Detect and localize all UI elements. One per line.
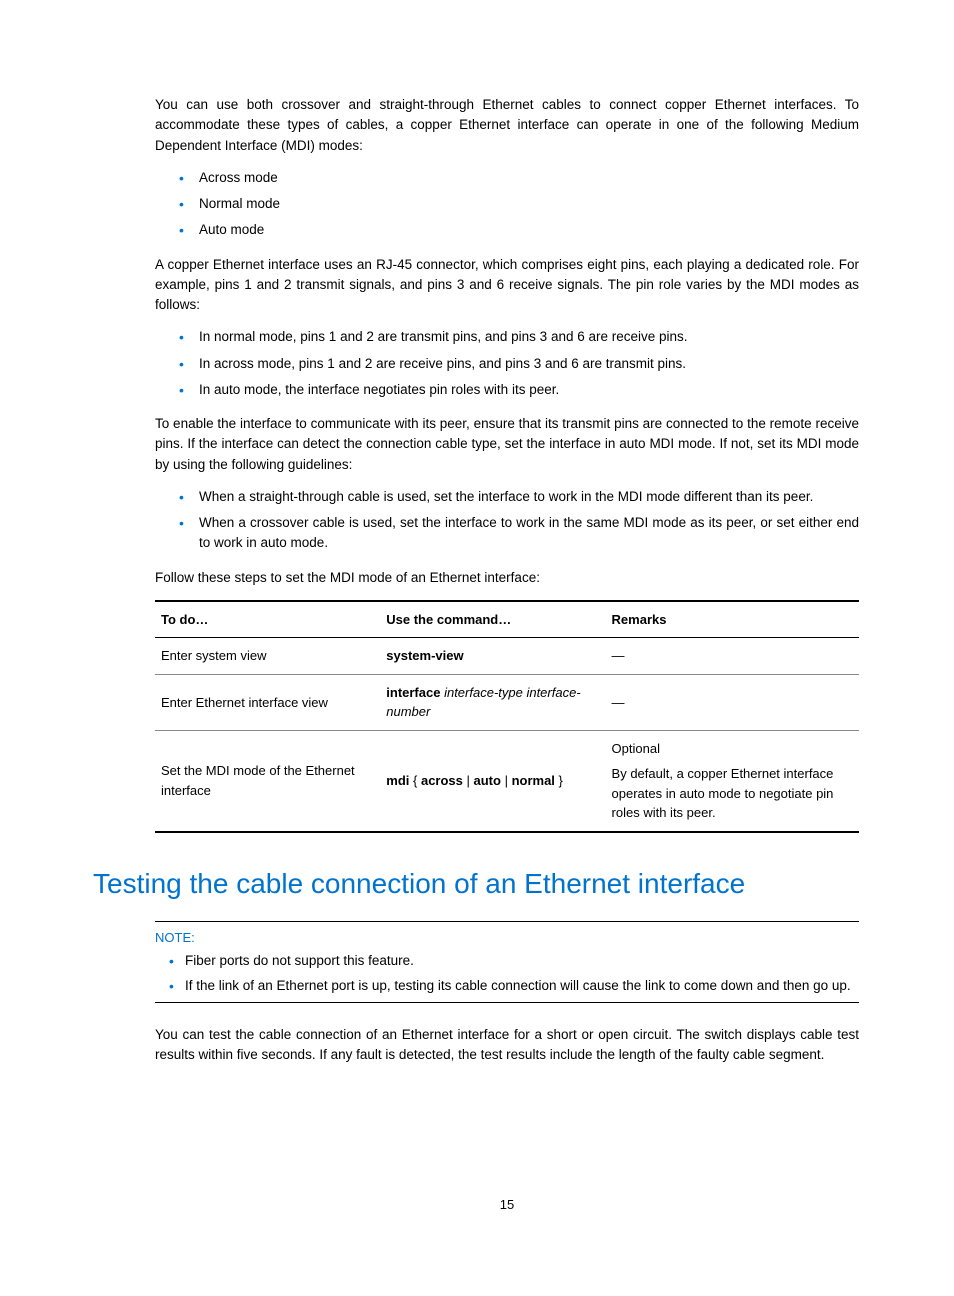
list-item: Auto mode [185,220,859,240]
table-cell: mdi { across | auto | normal } [380,730,605,832]
command-bold: across [421,773,463,788]
table-row: Enter system view system-view — [155,638,859,675]
list-item: Fiber ports do not support this feature. [175,951,859,971]
mdi-modes-list: Across mode Normal mode Auto mode [155,168,859,241]
steps-paragraph: Follow these steps to set the MDI mode o… [155,568,859,588]
command-bold: interface [386,685,440,700]
table-cell: Enter Ethernet interface view [155,674,380,730]
note-rule-bottom [155,1002,859,1003]
list-item: Across mode [185,168,859,188]
section-heading: Testing the cable connection of an Ether… [93,863,859,905]
command-text: | [501,773,512,788]
list-item: In normal mode, pins 1 and 2 are transmi… [185,327,859,347]
intro-paragraph: You can use both crossover and straight-… [155,95,859,156]
table-row: Enter Ethernet interface view interface … [155,674,859,730]
list-item: If the link of an Ethernet port is up, t… [175,976,859,996]
list-item: When a crossover cable is used, set the … [185,513,859,554]
list-item: In auto mode, the interface negotiates p… [185,380,859,400]
list-item: In across mode, pins 1 and 2 are receive… [185,354,859,374]
note-rule-top [155,921,859,922]
page-content: You can use both crossover and straight-… [0,0,954,1255]
note-list: Fiber ports do not support this feature.… [155,951,859,996]
table-cell: Set the MDI mode of the Ethernet interfa… [155,730,380,832]
page-number: 15 [155,1195,859,1215]
guidelines-list: When a straight-through cable is used, s… [155,487,859,554]
table-header: Remarks [606,601,859,638]
remarks-text: By default, a copper Ethernet interface … [612,764,849,823]
table-cell: system-view [380,638,605,675]
table-cell: — [606,638,859,675]
command-bold: mdi [386,773,409,788]
command-text: | [463,773,474,788]
table-cell: — [606,674,859,730]
table-row: Set the MDI mode of the Ethernet interfa… [155,730,859,832]
command-bold: auto [474,773,501,788]
note-label: NOTE: [155,928,859,948]
mdi-steps-table: To do… Use the command… Remarks Enter sy… [155,600,859,833]
table-header: To do… [155,601,380,638]
cable-test-paragraph: You can test the cable connection of an … [155,1025,859,1066]
note-block: NOTE: Fiber ports do not support this fe… [155,921,859,1003]
pin-roles-list: In normal mode, pins 1 and 2 are transmi… [155,327,859,400]
command-text: { [409,773,421,788]
table-cell: Enter system view [155,638,380,675]
list-item: Normal mode [185,194,859,214]
remarks-optional: Optional [612,739,849,759]
communication-paragraph: To enable the interface to communicate w… [155,414,859,475]
table-cell: interface interface-type interface-numbe… [380,674,605,730]
command-bold: system-view [386,648,463,663]
table-header: Use the command… [380,601,605,638]
list-item: When a straight-through cable is used, s… [185,487,859,507]
table-cell: Optional By default, a copper Ethernet i… [606,730,859,832]
rj45-paragraph: A copper Ethernet interface uses an RJ-4… [155,255,859,316]
command-bold: normal [512,773,555,788]
command-text: } [555,773,563,788]
